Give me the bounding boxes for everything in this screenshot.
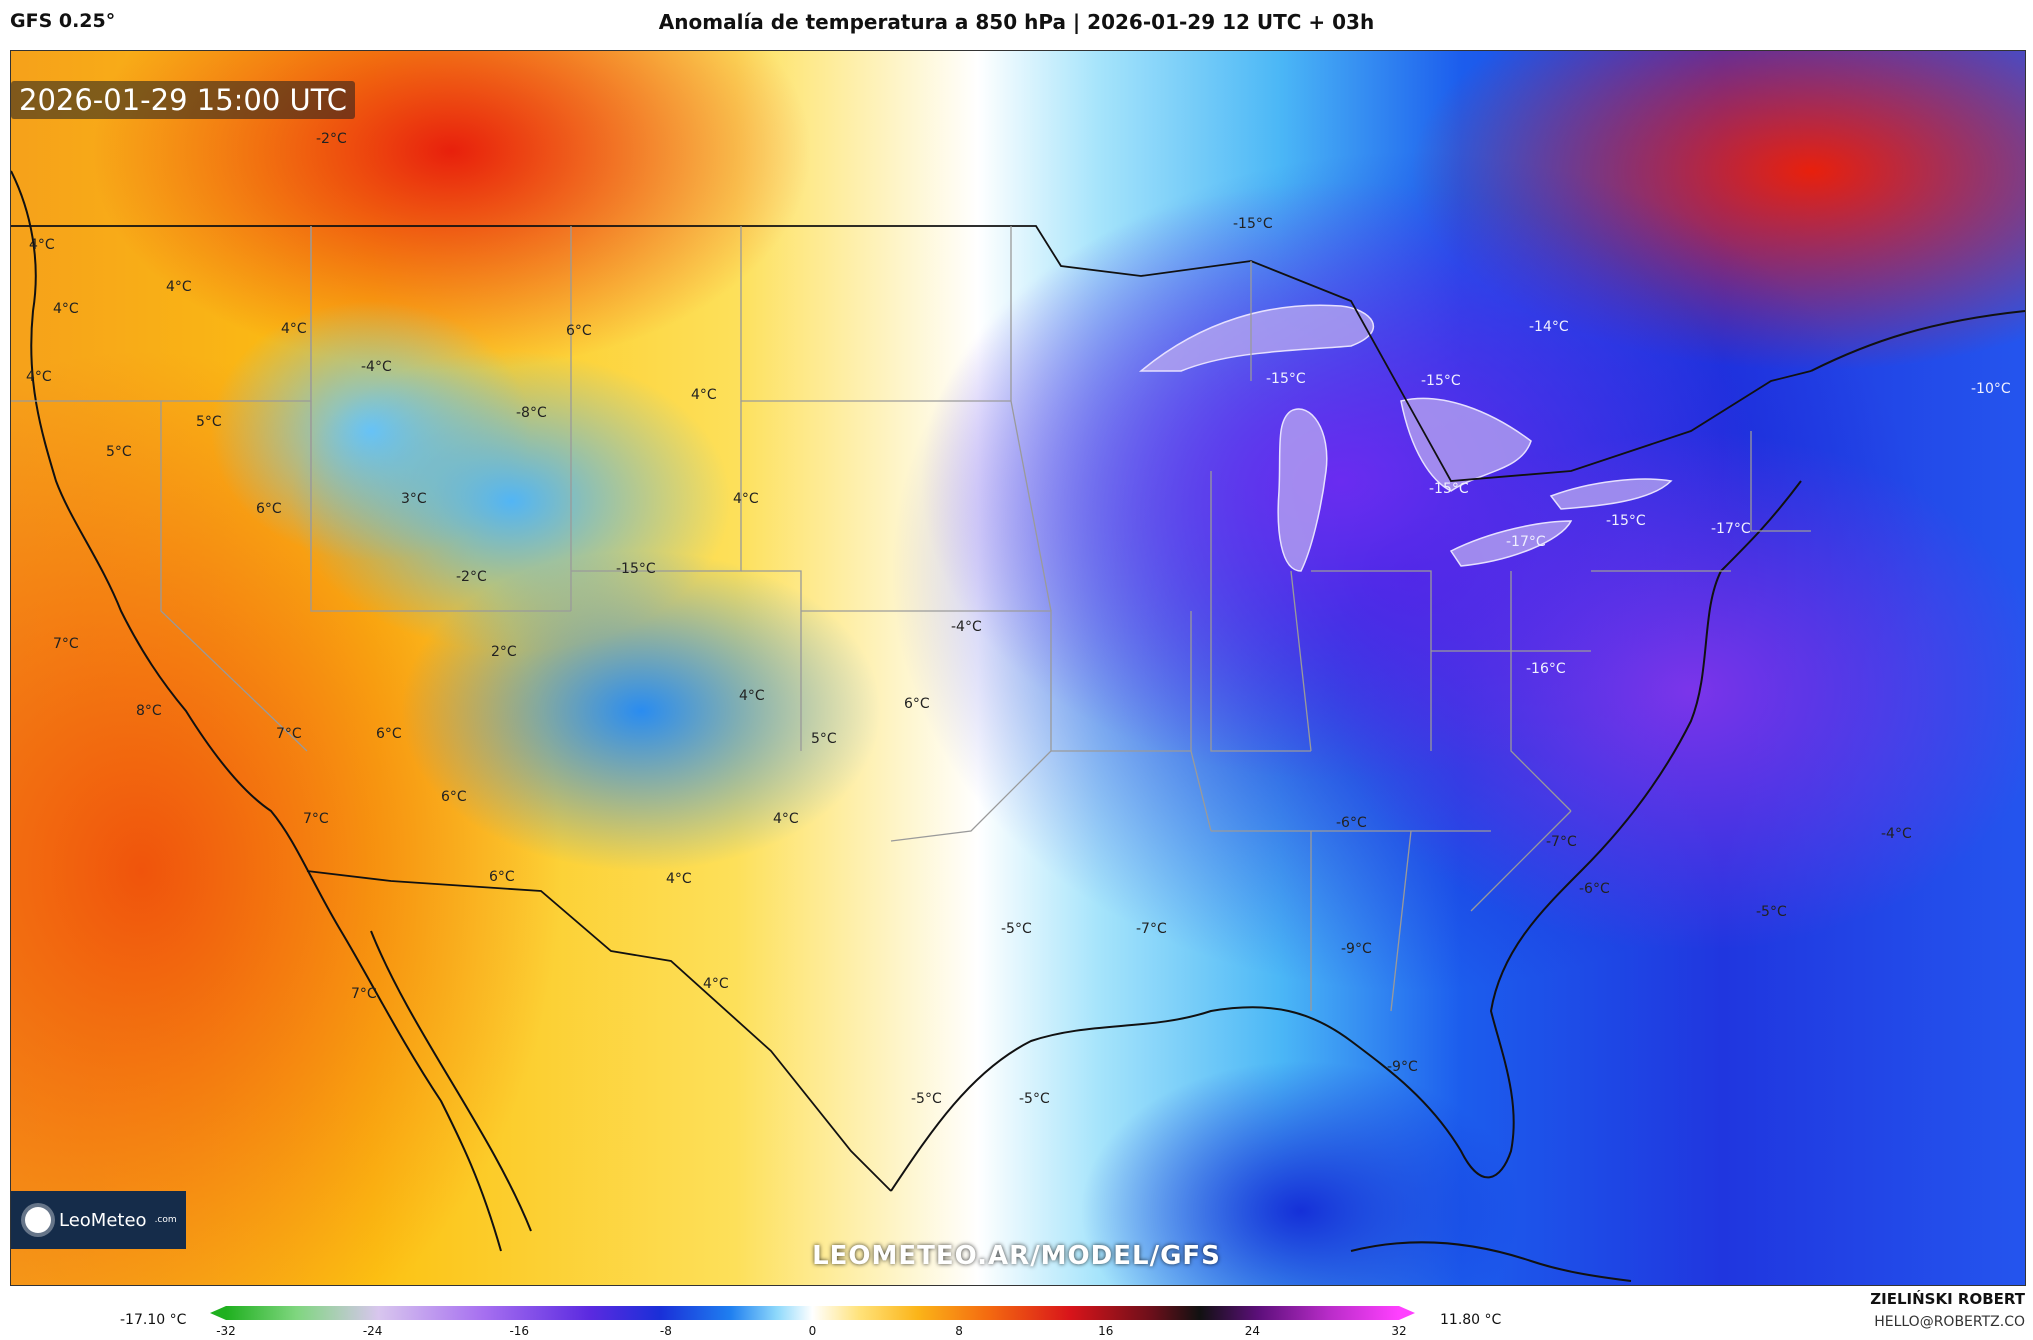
sun-icon (25, 1207, 51, 1233)
lake-erie (1449, 520, 1573, 567)
temp-label: 5°C (196, 414, 222, 430)
temp-label: -6°C (1336, 815, 1367, 831)
temp-label: 4°C (733, 491, 759, 507)
temp-label: -15°C (616, 561, 656, 577)
temp-label: 4°C (703, 976, 729, 992)
colorbar-tick: -24 (362, 1324, 383, 1338)
temp-label: 4°C (53, 301, 79, 317)
temp-label: 7°C (303, 811, 329, 827)
temp-label: -15°C (1606, 513, 1646, 529)
temp-label: 7°C (276, 726, 302, 742)
temp-label: 6°C (441, 789, 467, 805)
logo-suffix: .com (154, 1215, 177, 1225)
temp-label: 6°C (376, 726, 402, 742)
temp-label: -17°C (1711, 521, 1751, 537)
temp-label: -6°C (1579, 881, 1610, 897)
temp-label: -2°C (316, 131, 347, 147)
colorbar-tick: 32 (1391, 1324, 1407, 1338)
baja-peninsula (370, 930, 532, 1232)
temp-label: -9°C (1387, 1059, 1418, 1075)
valid-time-badge: 2026-01-29 15:00 UTC (11, 81, 356, 119)
temp-label: -14°C (1529, 319, 1569, 335)
temp-label: 2°C (491, 644, 517, 660)
east-canada-coast (1810, 310, 2025, 372)
model-name: GFS 0.25° (10, 10, 116, 32)
colorbar-tick: 0 (808, 1324, 817, 1338)
temp-label: 4°C (29, 237, 55, 253)
colorbar-tick: -8 (659, 1324, 672, 1338)
lake-michigan (1277, 408, 1328, 572)
leometeo-logo[interactable]: LeoMeteo .com (11, 1191, 186, 1249)
temp-label: -8°C (516, 405, 547, 421)
temp-label: -4°C (951, 619, 982, 635)
gulf-coast (890, 480, 1802, 1192)
cuba (1350, 1241, 1632, 1282)
temp-label: -5°C (1019, 1091, 1050, 1107)
lake-huron (1400, 397, 1532, 492)
temp-label: 5°C (106, 444, 132, 460)
map-title: Anomalía de temperatura a 850 hPa | 2026… (658, 10, 1375, 34)
temperature-anomaly-map: -15°C -2°C 4°C 4°C 4°C 4°C 4°C -4°C 6°C … (10, 50, 2026, 1286)
temp-label: -7°C (1136, 921, 1167, 937)
temp-label: 7°C (351, 986, 377, 1002)
temp-label: 4°C (739, 688, 765, 704)
source-watermark: LEOMETEO.AR/MODEL/GFS (812, 1241, 1221, 1271)
temp-label: -15°C (1266, 371, 1306, 387)
colorbar-left-arrow (210, 1306, 226, 1320)
temp-label: 8°C (136, 703, 162, 719)
temp-label: -10°C (1971, 381, 2011, 397)
temp-label: -4°C (361, 359, 392, 375)
temp-label: -15°C (1421, 373, 1461, 389)
colorbar-tick: 8 (955, 1324, 963, 1338)
temp-label: 5°C (811, 731, 837, 747)
temp-label: -16°C (1526, 661, 1566, 677)
temp-label: 4°C (26, 369, 52, 385)
map-outlines (11, 170, 2025, 1282)
colorbar-right-arrow (1399, 1306, 1415, 1320)
lake-superior (1138, 304, 1374, 372)
temp-label: -4°C (1881, 826, 1912, 842)
temp-label: 4°C (691, 387, 717, 403)
colorbar-max-label: 11.80 °C (1440, 1312, 1502, 1328)
temp-label: -15°C (1233, 216, 1273, 232)
author-name: ZIELIŃSKI ROBERT (1870, 1290, 2025, 1308)
temp-label: 4°C (166, 279, 192, 295)
temp-label: 6°C (904, 696, 930, 712)
temp-label: -5°C (1756, 904, 1787, 920)
temp-label: -5°C (1001, 921, 1032, 937)
temp-label: -9°C (1341, 941, 1372, 957)
west-coastline (11, 170, 502, 1252)
colorbar-tick: 16 (1098, 1324, 1114, 1338)
temp-label: 4°C (281, 321, 307, 337)
temp-label: 7°C (53, 636, 79, 652)
colorbar (210, 1306, 1415, 1320)
temp-label: -7°C (1546, 834, 1577, 850)
colorbar-gradient (226, 1306, 1399, 1320)
lake-ontario (1549, 478, 1673, 510)
temp-label: 3°C (401, 491, 427, 507)
temp-label: -15°C (1429, 481, 1469, 497)
colorbar-min-label: -17.10 °C (120, 1312, 187, 1328)
temp-label: 6°C (489, 869, 515, 885)
logo-name: LeoMeteo (59, 1209, 147, 1231)
temp-label: 4°C (773, 811, 799, 827)
temp-label: -5°C (911, 1091, 942, 1107)
temp-label: 4°C (666, 871, 692, 887)
colorbar-tick: 24 (1244, 1324, 1261, 1338)
author-email[interactable]: HELLO@ROBERTZ.CO (1874, 1314, 2025, 1330)
temp-label: 6°C (566, 323, 592, 339)
us-mexico-border (306, 870, 892, 1192)
colorbar-tick: -32 (216, 1324, 236, 1338)
temp-label: -2°C (456, 569, 487, 585)
colorbar-tick: -16 (509, 1324, 530, 1338)
us-canada-border (11, 225, 1812, 482)
temp-label: -17°C (1506, 534, 1546, 550)
state-borders (11, 226, 1811, 1012)
colorbar-ticks: -32 -24 -16 -8 0 8 16 24 32 (216, 1324, 1406, 1340)
temp-label: 6°C (256, 501, 282, 517)
